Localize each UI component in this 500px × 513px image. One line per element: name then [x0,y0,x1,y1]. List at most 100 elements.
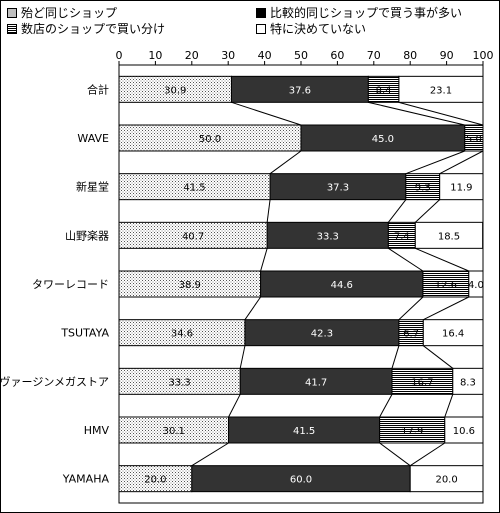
bar-segment [444,416,484,444]
connector-line [379,442,411,467]
connector-line [391,345,400,369]
data-label: 33.3 [168,377,190,388]
data-label: 33.3 [317,231,339,242]
bar-segment [379,416,446,444]
category-label: WAVE [77,132,109,145]
data-label: 9.3 [415,183,431,194]
connector-line [379,394,393,418]
connector-line [260,248,268,272]
data-label: 17.9 [401,426,423,437]
connector-line [368,101,465,126]
bar-segment [422,270,470,298]
x-tick-label: 30 [221,49,235,62]
x-tick-label: 40 [258,49,272,62]
bar-segment [191,465,411,493]
legend-swatch-black [256,8,266,18]
bar-segment [118,173,271,201]
legend-swatch-dots [7,8,17,18]
legend-item-not-decided: 特に決めていない [256,20,366,37]
x-tick-label: 100 [473,49,494,62]
bar-segment [409,465,484,493]
data-label: 37.6 [289,85,311,96]
data-label: 16.4 [442,329,464,340]
bar-segment [260,270,424,298]
data-label: 30.9 [164,85,186,96]
bar-segment [464,124,484,152]
legend-label: 特に決めていない [270,22,367,36]
data-label: 16.7 [411,377,433,388]
data-label: 38.9 [179,280,201,291]
connector-line [244,296,262,320]
connector-line [231,101,302,126]
data-label: 50.0 [199,134,221,145]
connector-line [444,394,454,418]
category-label: YAMAHA [62,473,110,486]
bar-segment [118,367,241,395]
category-label: HMV [84,424,110,437]
x-tick-label: 0 [116,49,123,62]
bar-segment [414,221,484,249]
data-label: 41.5 [183,183,205,194]
bar-segment [422,319,484,347]
legend-label: 比較的同じショップで買う事が多い [270,6,463,20]
bar-segment [118,75,232,103]
connector-line [422,345,454,369]
data-label: 20.0 [144,475,166,486]
connector-line [414,199,441,223]
category-label: タワーレコード [32,278,109,291]
connector-line [266,199,271,223]
category-label: 合計 [87,82,109,96]
bar-segment [239,367,393,395]
category-label: 山野楽器 [65,229,109,242]
bar-segment [468,270,484,298]
data-label: 37.3 [327,183,349,194]
x-tick-label: 80 [403,49,417,62]
bar-segment [118,319,246,347]
connector-line [388,247,424,272]
data-label: 45.0 [372,134,394,145]
legend-swatch-white [256,24,266,34]
legend-label: 殆ど同じショップ [21,6,118,20]
x-tick-label: 60 [330,49,344,62]
data-label: 12.6 [435,280,457,291]
data-label: 30.1 [163,426,185,437]
connector-line [239,345,246,369]
category-label: ヴァージンメガストア [1,374,109,388]
data-label: 60.0 [290,475,312,486]
data-label: 6.7 [403,329,419,340]
data-label: 40.7 [182,231,204,242]
bar-segment [439,173,484,201]
x-tick-label: 10 [148,49,162,62]
connector-line [415,247,469,272]
connector-line [439,150,484,175]
bar-segment [228,416,381,444]
bar-segment [118,124,302,152]
category-label: TSUTAYA [60,327,109,340]
legend-item-mostly-same-shop: 殆ど同じショップ [7,4,117,21]
bar-segment [398,319,424,347]
bar-segment [398,75,484,103]
bar-segment [266,221,389,249]
data-labels: 30.9 37.6 8.4 23.1 50.0 45.0 5.0 41.5 37.3 9.3 11.… [144,85,484,485]
connector-line [398,101,484,126]
legend-item-several-shops: 数店のショップで買い分け [7,20,165,37]
data-label: 11.9 [450,183,472,194]
bar-segment [452,367,484,395]
category-label: 新星堂 [76,180,109,194]
connector-line [405,150,465,175]
data-label: 7.4 [394,231,410,242]
bar-segment [118,270,262,298]
data-label: 41.5 [293,426,315,437]
connector-line [409,442,446,467]
connector-line [228,394,241,418]
data-label: 18.5 [438,231,460,242]
data-label: 10.6 [453,426,475,437]
data-label: 20.0 [435,475,457,486]
connector-line [423,296,470,321]
data-label: 42.3 [311,329,333,340]
legend-label: 数店のショップで買い分け [21,22,166,36]
bars [118,75,484,493]
legend-swatch-lines [7,24,17,34]
